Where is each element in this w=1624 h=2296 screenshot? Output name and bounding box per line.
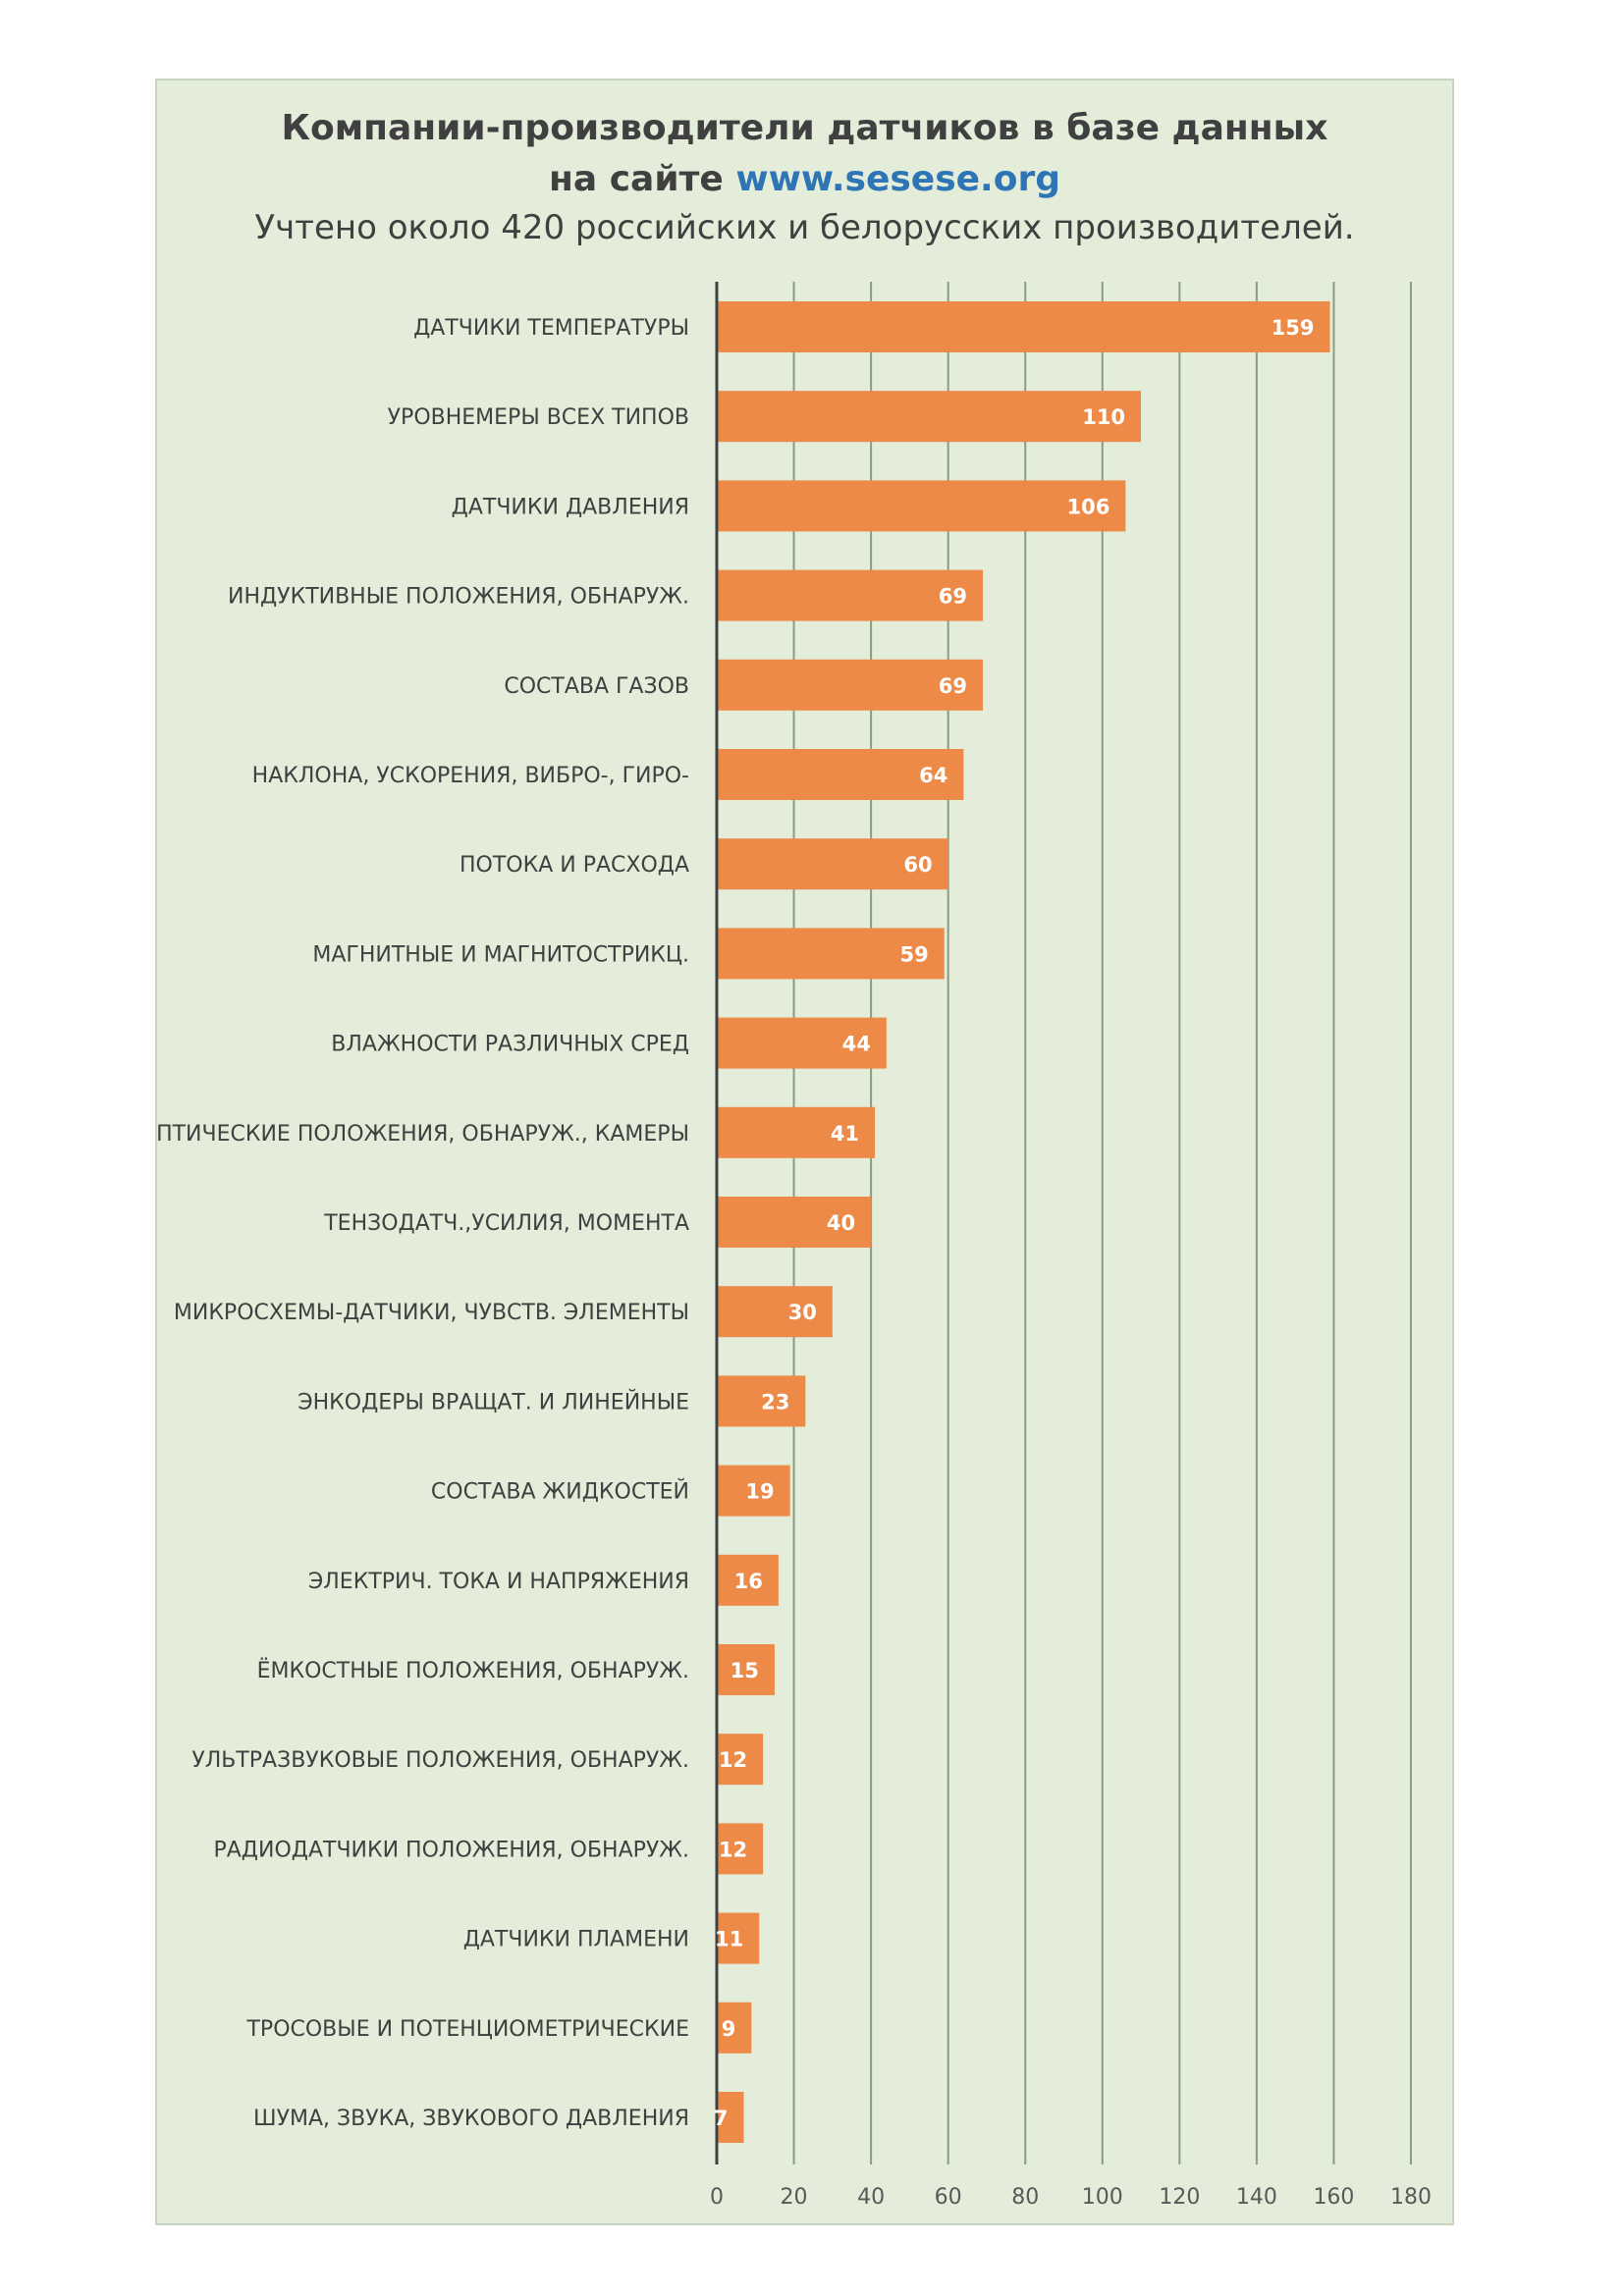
data-label: 69	[939, 674, 967, 698]
bar	[717, 838, 948, 890]
title-prefix: на сайте	[549, 159, 736, 199]
category-label: СОСТАВА ЖИДКОСТЕЙ	[431, 1479, 689, 1505]
bar	[717, 2002, 752, 2054]
chart-title-line-2: на сайте www.sesese.org	[157, 159, 1452, 199]
x-tick-label: 180	[1390, 2185, 1432, 2210]
category-label: УРОВНЕМЕРЫ ВСЕХ ТИПОВ	[388, 405, 689, 430]
category-label: ОПТИЧЕСКИЕ ПОЛОЖЕНИЯ, ОБНАРУЖ., КАМЕРЫ	[157, 1122, 689, 1147]
data-label: 60	[903, 853, 932, 877]
bar	[717, 659, 984, 711]
category-label: ВЛАЖНОСТИ РАЗЛИЧНЫХ СРЕД	[331, 1033, 689, 1057]
category-label: ЁМКОСТНЫЕ ПОЛОЖЕНИЯ, ОБНАРУЖ.	[257, 1658, 689, 1683]
category-label: ПОТОКА И РАСХОДА	[460, 853, 689, 878]
x-tick-label: 120	[1159, 2185, 1200, 2210]
x-tick-label: 160	[1313, 2185, 1354, 2210]
gridlines	[792, 282, 1412, 2164]
data-label: 69	[939, 585, 967, 609]
data-label: 44	[842, 1033, 871, 1056]
data-label: 40	[827, 1211, 855, 1235]
bar	[717, 1465, 790, 1517]
data-label: 106	[1067, 495, 1110, 518]
data-label: 110	[1082, 405, 1125, 429]
bar	[717, 1375, 806, 1427]
category-label: МИКРОСХЕМЫ-ДАТЧИКИ, ЧУВСТВ. ЭЛЕМЕНТЫ	[174, 1301, 689, 1325]
x-tick-label: 80	[1011, 2185, 1039, 2210]
data-label: 7	[714, 2107, 729, 2130]
bar	[717, 1912, 760, 1964]
x-tick-label: 100	[1082, 2185, 1123, 2210]
category-label: ЭЛЕКТРИЧ. ТОКА И НАПРЯЖЕНИЯ	[308, 1570, 689, 1594]
website-link[interactable]: www.sesese.org	[735, 159, 1060, 199]
category-label: ДАТЧИКИ ДАВЛЕНИЯ	[452, 495, 689, 519]
data-label: 23	[761, 1390, 789, 1414]
category-label: МАГНИТНЫЕ И МАГНИТОСТРИКЦ.	[312, 942, 689, 967]
chart-title: Компании-производители датчиков в базе д…	[281, 108, 1328, 148]
category-label: ШУМА, ЗВУКА, ЗВУКОВОГО ДАВЛЕНИЯ	[253, 2107, 689, 2131]
category-label: УЛЬТРАЗВУКОВЫЕ ПОЛОЖЕНИЯ, ОБНАРУЖ.	[191, 1748, 689, 1773]
category-label: ДАТЧИКИ ТЕМПЕРАТУРЫ	[413, 316, 689, 341]
category-label: СОСТАВА ГАЗОВ	[504, 674, 689, 699]
chart-subtitle: Учтено около 420 российских и белорусски…	[254, 208, 1355, 247]
x-tick-label: 40	[857, 2185, 885, 2210]
category-label: ТРОСОВЫЕ И ПОТЕНЦИОМЕТРИЧЕСКИЕ	[245, 2017, 689, 2042]
x-tick-label: 60	[935, 2185, 962, 2210]
data-label: 15	[731, 1659, 759, 1682]
bar	[717, 2092, 744, 2143]
bar	[717, 928, 945, 980]
x-tick-label: 140	[1236, 2185, 1277, 2210]
bar-chart: 0 20 40 60 80 100 120 140 160 180 ДАТЧИКИ ТЕМПЕРАТ…	[157, 282, 1432, 2210]
labels: 0 20 40 60 80 100 120 140 160 180 ДАТЧИКИ ТЕМПЕРАТ…	[157, 316, 1432, 2210]
bar	[717, 1197, 872, 1248]
data-label: 11	[715, 1928, 743, 1951]
bar	[717, 391, 1142, 443]
bar	[717, 480, 1126, 532]
chart-panel: Компании-производители датчиков в базе д…	[155, 79, 1454, 2225]
bar	[717, 1823, 764, 1875]
bar	[717, 569, 984, 621]
data-label: 30	[788, 1301, 817, 1324]
bar	[717, 1106, 876, 1158]
bar	[717, 1554, 779, 1606]
bar	[717, 1734, 764, 1786]
category-label: ТЕНЗОДАТЧ.,УСИЛИЯ, МОМЕНТА	[323, 1211, 689, 1236]
data-label: 9	[722, 2017, 736, 2041]
data-label: 159	[1272, 316, 1315, 340]
bar	[717, 1644, 775, 1695]
bars	[717, 301, 1330, 2143]
x-tick-label: 0	[710, 2185, 724, 2210]
data-label: 12	[719, 1838, 747, 1861]
bar	[717, 1286, 833, 1338]
category-label: РАДИОДАТЧИКИ ПОЛОЖЕНИЯ, ОБНАРУЖ.	[213, 1838, 689, 1862]
category-label: ДАТЧИКИ ПЛАМЕНИ	[463, 1928, 689, 1952]
bar	[717, 1017, 887, 1069]
data-label: 19	[745, 1480, 774, 1504]
data-label: 41	[831, 1122, 859, 1146]
category-label: ЭНКОДЕРЫ ВРАЩАТ. И ЛИНЕЙНЫЕ	[298, 1389, 689, 1415]
bar	[717, 749, 964, 800]
data-label: 64	[919, 764, 947, 787]
bar	[717, 301, 1330, 352]
x-tick-label: 20	[781, 2185, 808, 2210]
data-label: 16	[734, 1570, 763, 1593]
category-label: НАКЛОНА, УСКОРЕНИЯ, ВИБРО-, ГИРО-	[252, 764, 689, 788]
category-label: ИНДУКТИВНЫЕ ПОЛОЖЕНИЯ, ОБНАРУЖ.	[228, 585, 689, 610]
data-label: 59	[900, 942, 929, 966]
data-label: 12	[719, 1748, 747, 1772]
